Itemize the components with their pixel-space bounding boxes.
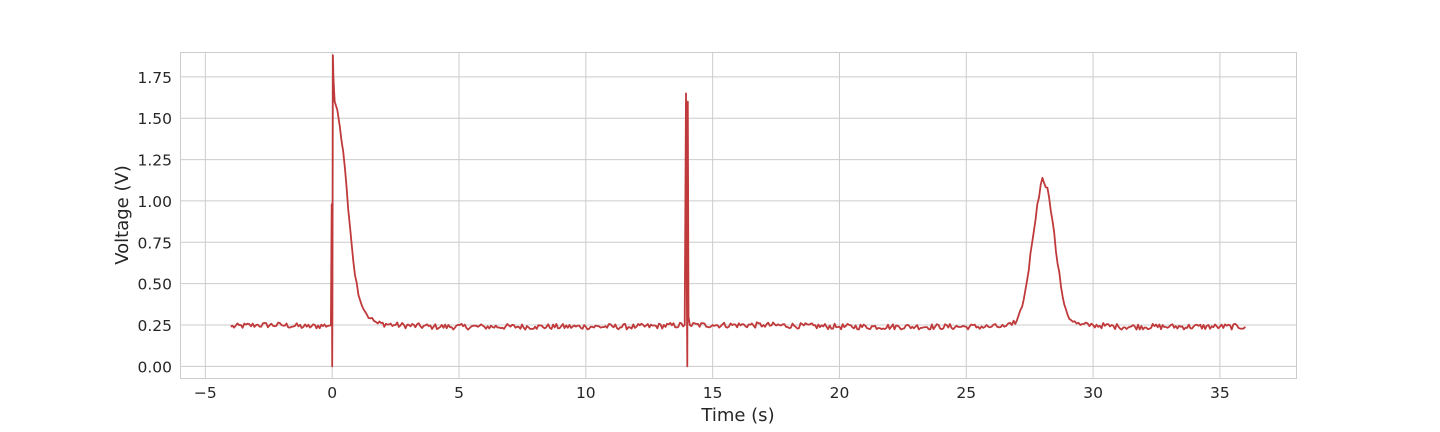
- y-tick-label: 1.75: [137, 69, 172, 87]
- x-tick-label: 25: [956, 384, 976, 402]
- x-axis-label: Time (s): [700, 405, 774, 426]
- y-tick-label: 1.25: [137, 152, 172, 170]
- x-tick-label: 15: [703, 384, 723, 402]
- x-tick-label: 35: [1210, 384, 1230, 402]
- series-layer: [230, 54, 1246, 368]
- series-line: [230, 54, 1246, 368]
- grid-lines: [180, 52, 1296, 378]
- x-tick-label: 20: [830, 384, 850, 402]
- x-tick-label: 30: [1083, 384, 1103, 402]
- x-tick-label: 5: [454, 384, 464, 402]
- x-tick-labels: −5 0 5 10 15 20 25 30 35: [194, 384, 1230, 402]
- y-tick-label: 0.75: [137, 234, 172, 252]
- plot-frame: [180, 52, 1297, 379]
- x-tick-label: −5: [194, 384, 217, 402]
- x-tick-label: 0: [327, 384, 337, 402]
- y-tick-label: 0.25: [137, 317, 172, 335]
- y-tick-label: 1.00: [137, 193, 172, 211]
- y-tick-label: 1.50: [137, 110, 172, 128]
- x-tick-label: 10: [576, 384, 596, 402]
- y-tick-label: 0.00: [137, 358, 172, 376]
- y-tick-label: 0.50: [137, 276, 172, 294]
- y-axis-label: Voltage (V): [112, 165, 133, 265]
- y-tick-labels: 0.00 0.25 0.50 0.75 1.00 1.25 1.50 1.75: [137, 69, 172, 377]
